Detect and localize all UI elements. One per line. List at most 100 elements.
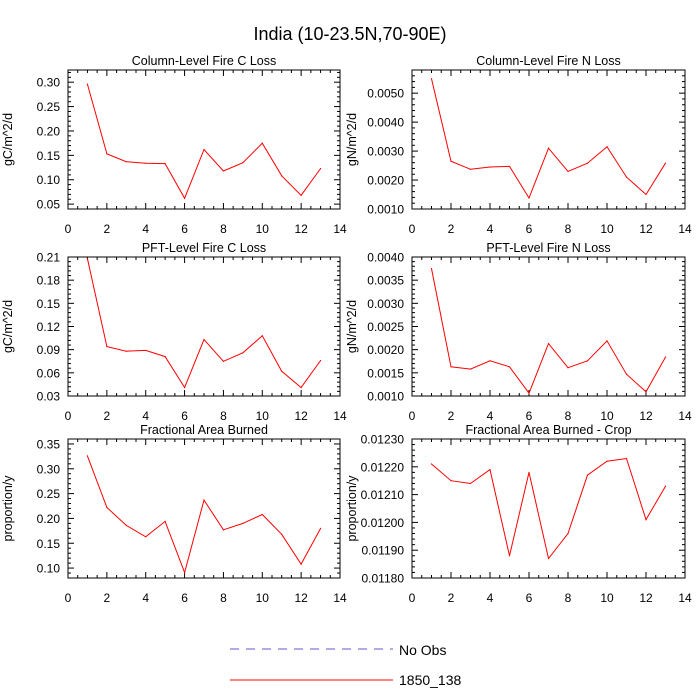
x-tick-label: 8 [220,409,227,423]
data-point [261,335,263,337]
y-tick-label: 0.09 [37,343,61,357]
y-tick-label: 0.0020 [367,343,404,357]
y-tick-label: 0.0010 [367,203,404,217]
data-point [547,147,550,149]
legend: No Obs 1850_138 [230,642,462,688]
data-point [606,146,608,148]
series-line-1850-138 [86,258,322,389]
data-point [125,161,127,163]
data-point [645,519,647,521]
data-point [430,267,433,270]
panel-title: PFT-Level Fire N Loss [486,241,610,255]
y-tick-label: 0.15 [37,297,61,311]
x-tick-label: 12 [294,222,308,236]
x-tick-label: 12 [639,591,653,605]
x-tick-label: 12 [294,409,308,423]
data-point [450,366,452,368]
legend-label-no-obs: No Obs [399,642,446,658]
x-tick-label: 14 [333,222,347,236]
data-point [281,533,283,535]
chart-panels: Column-Level Fire C Loss gC/m^2/d 0 2 4 6 8 10 1… [1,54,692,605]
data-point [300,194,302,196]
y-tick-label: 0.20 [37,512,61,526]
data-point [586,162,589,164]
x-tick-label: 4 [487,591,494,605]
data-point [164,163,166,165]
legend-label-1850-138: 1850_138 [399,672,462,688]
data-point [319,527,322,529]
x-tick-label: 4 [142,591,149,605]
plot-frame [411,69,686,210]
x-tick-label: 14 [333,591,347,605]
series-line-1850-138 [431,268,666,395]
data-point [625,176,628,178]
y-axis-label: proportion/y [345,475,359,542]
data-point [430,78,433,80]
chart-panel-4: PFT-Level Fire N Loss gN/m^2/d 0 2 4 6 8 10 12 14… [345,241,692,423]
x-tick-label: 6 [526,591,533,605]
data-point [203,339,205,341]
data-point [86,83,89,85]
x-tick-label: 6 [181,222,188,236]
data-point [106,506,108,509]
data-point [164,356,166,358]
data-point [164,520,166,523]
data-point [261,142,263,144]
data-point [242,162,244,164]
chart-panel-5: Fractional Area Burned proportion/y 0 2 4 6 8 1… [1,423,347,605]
data-point [528,197,530,199]
y-tick-label: 0.0035 [367,274,404,288]
chart-panel-6: Fractional Area Burned - Crop proportion/… [345,423,692,605]
x-tick-label: 10 [600,409,614,423]
y-tick-label: 0.03 [37,390,61,404]
y-tick-label: 0.15 [37,149,61,163]
plot-frame [411,256,686,397]
data-point [508,555,511,557]
data-point [106,345,108,348]
y-tick-label: 0.01200 [361,516,405,530]
data-point [489,166,491,168]
x-tick-label: 0 [409,591,416,605]
panel-title: Column-Level Fire C Loss [132,54,277,68]
x-tick-label: 2 [448,409,455,423]
data-point [469,368,472,370]
series-line-1850-138 [431,78,666,200]
x-tick-label: 4 [487,409,494,423]
x-tick-label: 0 [65,222,72,236]
data-point [222,529,225,531]
data-point [281,370,283,372]
x-tick-label: 0 [409,222,416,236]
data-point [183,571,186,574]
x-tick-label: 10 [600,222,614,236]
data-point [528,392,530,394]
data-point [664,356,667,358]
y-tick-label: 0.10 [37,173,61,187]
x-tick-label: 10 [256,591,270,605]
chart-panel-2: Column-Level Fire N Loss gN/m^2/d 0 2 4 6 8 10 1… [345,54,692,236]
x-tick-label: 0 [409,409,416,423]
y-axis-label: gC/m^2/d [1,300,15,353]
y-axis-label: gC/m^2/d [1,113,15,166]
x-tick-label: 8 [565,409,572,423]
x-tick-label: 2 [448,222,455,236]
x-tick-label: 14 [678,222,692,236]
y-tick-label: 0.01220 [361,460,405,474]
data-point [222,360,225,362]
data-point [469,482,472,485]
data-point [319,359,322,362]
x-tick-label: 8 [220,591,227,605]
data-point [567,170,569,172]
plot-frame [67,438,341,579]
x-tick-label: 14 [678,591,692,605]
plot-frame [67,256,341,397]
x-tick-label: 2 [448,591,455,605]
y-tick-label: 0.0025 [367,320,404,334]
y-tick-label: 0.01230 [361,433,405,447]
x-tick-label: 8 [565,222,572,236]
y-tick-label: 0.0040 [367,251,404,265]
y-axis-label: proportion/y [1,475,15,542]
y-tick-label: 0.10 [37,562,61,576]
y-tick-label: 0.15 [37,537,61,551]
data-point [645,391,647,393]
data-point [319,167,322,170]
